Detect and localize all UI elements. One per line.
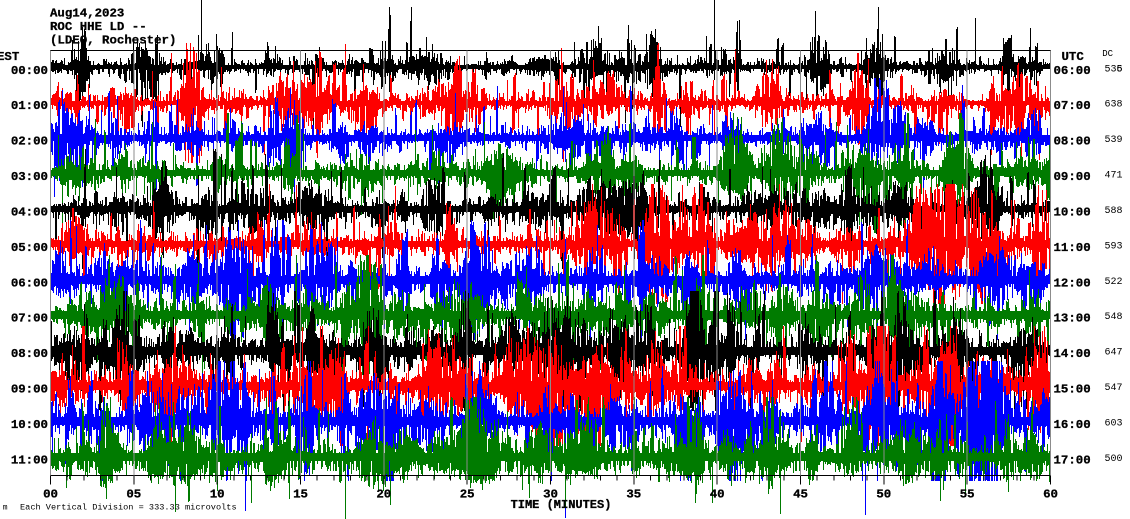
svg-text:ROC HHE LD --: ROC HHE LD -- <box>50 20 147 34</box>
svg-text:07:00: 07:00 <box>11 312 48 326</box>
svg-text:11:00: 11:00 <box>11 453 48 467</box>
svg-text:5: 5 <box>1116 64 1122 75</box>
svg-text:TIME (MINUTES): TIME (MINUTES) <box>511 498 612 512</box>
svg-text:m: m <box>3 504 8 513</box>
svg-text:593: 593 <box>1104 241 1122 252</box>
svg-text:60: 60 <box>1043 488 1058 502</box>
svg-text:638: 638 <box>1104 100 1122 111</box>
svg-text:10: 10 <box>210 488 225 502</box>
svg-text:647: 647 <box>1104 348 1122 359</box>
svg-text:500: 500 <box>1104 454 1122 465</box>
svg-text:35: 35 <box>626 488 641 502</box>
svg-text:45: 45 <box>793 488 808 502</box>
svg-text:11:00: 11:00 <box>1054 241 1091 255</box>
svg-text:40: 40 <box>710 488 725 502</box>
svg-text:25: 25 <box>460 488 475 502</box>
svg-text:536: 536 <box>1104 64 1122 75</box>
svg-text:14:00: 14:00 <box>1054 347 1091 361</box>
svg-text:06:00: 06:00 <box>11 276 48 290</box>
svg-text:01:00: 01:00 <box>11 99 48 113</box>
svg-text:539: 539 <box>1104 135 1122 146</box>
svg-text:08:00: 08:00 <box>1054 135 1091 149</box>
svg-text:547: 547 <box>1104 383 1122 394</box>
svg-text:15:00: 15:00 <box>1054 383 1091 397</box>
svg-text:10:00: 10:00 <box>11 418 48 432</box>
svg-text:30: 30 <box>543 488 558 502</box>
svg-text:548: 548 <box>1104 312 1122 323</box>
svg-text:471: 471 <box>1104 171 1122 182</box>
svg-text:09:00: 09:00 <box>11 383 48 397</box>
svg-text:EST: EST <box>0 50 20 64</box>
svg-text:15: 15 <box>293 488 308 502</box>
svg-text:05: 05 <box>126 488 141 502</box>
svg-text:07:00: 07:00 <box>1054 99 1091 113</box>
svg-text:55: 55 <box>960 488 975 502</box>
svg-text:DC: DC <box>1102 49 1113 59</box>
svg-text:(LDEO, Rochester): (LDEO, Rochester) <box>50 34 176 48</box>
svg-text:20: 20 <box>376 488 391 502</box>
svg-text:10:00: 10:00 <box>1054 206 1091 220</box>
svg-text:00: 00 <box>43 488 58 502</box>
svg-text:13:00: 13:00 <box>1054 312 1091 326</box>
svg-text:522: 522 <box>1104 277 1122 288</box>
svg-text:12:00: 12:00 <box>1054 276 1091 290</box>
svg-text:08:00: 08:00 <box>11 347 48 361</box>
svg-text:17:00: 17:00 <box>1054 453 1091 467</box>
svg-text:Each Vertical Division = 333.: Each Vertical Division = 333.33 microvol… <box>20 503 237 513</box>
svg-text:09:00: 09:00 <box>1054 170 1091 184</box>
svg-text:UTC: UTC <box>1062 50 1085 64</box>
svg-text:50: 50 <box>876 488 891 502</box>
svg-text:16:00: 16:00 <box>1054 418 1091 432</box>
svg-text:02:00: 02:00 <box>11 135 48 149</box>
svg-text:588: 588 <box>1104 206 1122 217</box>
svg-text:04:00: 04:00 <box>11 206 48 220</box>
svg-text:03:00: 03:00 <box>11 170 48 184</box>
svg-text:00:00: 00:00 <box>11 64 48 78</box>
svg-text:Aug14,2023: Aug14,2023 <box>50 7 124 21</box>
svg-text:603: 603 <box>1104 419 1122 430</box>
svg-text:05:00: 05:00 <box>11 241 48 255</box>
svg-text:06:00: 06:00 <box>1054 64 1091 78</box>
